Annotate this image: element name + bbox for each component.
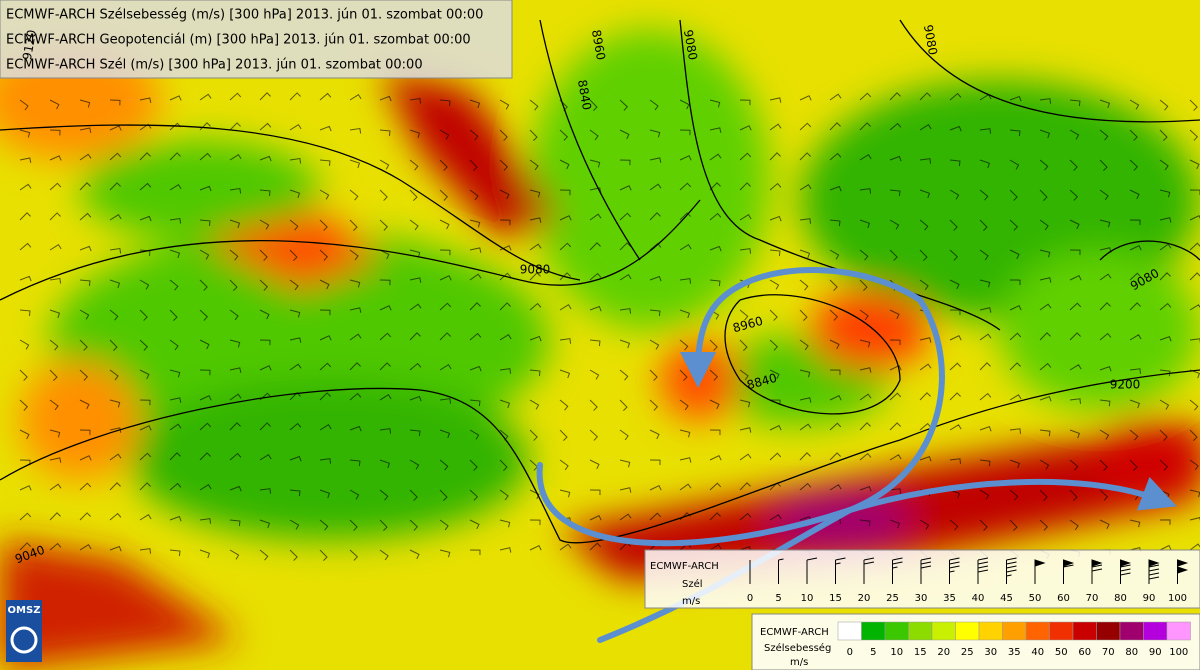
wind-legend-value: 90 bbox=[1143, 593, 1156, 604]
wind-legend-value: 100 bbox=[1168, 593, 1187, 604]
color-legend-swatch bbox=[978, 621, 1003, 641]
wind-legend-barb bbox=[1091, 559, 1103, 584]
wind-legend-value: 15 bbox=[829, 593, 842, 604]
color-legend-swatch bbox=[884, 621, 909, 641]
wind-legend-title: ECMWF-ARCH bbox=[650, 561, 719, 572]
wind-legend-value: 50 bbox=[1029, 593, 1042, 604]
color-legend-swatch bbox=[861, 621, 886, 641]
wind-legend-value: 10 bbox=[801, 593, 814, 604]
header-line: ECMWF-ARCH Szél (m/s) [300 hPa] 2013. jú… bbox=[6, 58, 423, 73]
color-legend-value: 35 bbox=[1008, 647, 1021, 658]
wind-legend-barb bbox=[835, 557, 846, 584]
header-box bbox=[0, 0, 513, 79]
color-legend-swatch bbox=[1025, 621, 1050, 641]
color-legend-swatch bbox=[1119, 621, 1144, 641]
wind-legend-barb bbox=[1006, 557, 1017, 584]
wind-legend-barb bbox=[977, 557, 989, 584]
wind-legend-value: 0 bbox=[747, 593, 753, 604]
color-legend-value: 90 bbox=[1149, 647, 1162, 658]
color-legend-value: 0 bbox=[847, 647, 853, 658]
contour-label: 9080 bbox=[520, 263, 551, 277]
wind-legend-value: 80 bbox=[1114, 593, 1127, 604]
color-legend-value: 70 bbox=[1102, 647, 1115, 658]
wind-legend-barb bbox=[863, 557, 875, 584]
color-legend-title: ECMWF-ARCH bbox=[760, 627, 829, 638]
wind-legend-value: 40 bbox=[972, 593, 985, 604]
color-legend-swatch bbox=[837, 621, 862, 641]
color-legend: 0 5 10 15 20 25 30 35 40 50 60 70 80 90 100 bbox=[837, 621, 1191, 658]
color-legend-swatch bbox=[1049, 621, 1074, 641]
contour-label: 9120 bbox=[20, 29, 39, 62]
wind-legend-label: Szél bbox=[682, 578, 703, 590]
wind-legend-value: 70 bbox=[1086, 593, 1099, 604]
color-legend-swatch bbox=[931, 621, 956, 641]
color-legend-value: 10 bbox=[890, 647, 903, 658]
wind-legend-value: 45 bbox=[1000, 593, 1013, 604]
color-legend-swatch bbox=[1002, 621, 1027, 641]
wind-legend-barb bbox=[1177, 559, 1189, 584]
wind-legend-barb bbox=[892, 557, 903, 584]
color-legend-swatch bbox=[908, 621, 933, 641]
wind-legend-value: 60 bbox=[1057, 593, 1070, 604]
contour-label: 8960 bbox=[589, 29, 608, 62]
wind-legend-value: 20 bbox=[858, 593, 871, 604]
color-legend-value: 20 bbox=[937, 647, 950, 658]
logo-text: OMSZ bbox=[8, 605, 41, 616]
wind-legend-barb bbox=[1063, 559, 1075, 584]
color-legend-swatch bbox=[1166, 621, 1191, 641]
wind-legend-barb bbox=[1148, 559, 1160, 584]
contour-label: 9200 bbox=[1110, 378, 1141, 392]
logo-icon bbox=[10, 626, 38, 654]
color-legend-value: 30 bbox=[984, 647, 997, 658]
contour-label: 9080 bbox=[681, 29, 700, 62]
color-legend-value: 100 bbox=[1169, 647, 1188, 658]
color-legend-swatch bbox=[1143, 621, 1168, 641]
color-legend-value: 15 bbox=[914, 647, 927, 658]
wind-legend-barb bbox=[778, 558, 784, 584]
wind-legend: 0 5 10 15 20 25 30 35 40 45 50 60 70 80 90 100 bbox=[747, 557, 1189, 604]
wind-legend-barb bbox=[920, 557, 932, 584]
color-legend-value: 40 bbox=[1031, 647, 1044, 658]
wind-legend-barb bbox=[1034, 559, 1046, 584]
contour-label: 8840 bbox=[575, 79, 594, 112]
color-legend-value: 25 bbox=[961, 647, 974, 658]
color-legend-unit: m/s bbox=[790, 657, 808, 668]
geopotential-contours bbox=[0, 19, 1200, 544]
wind-legend-barb bbox=[1120, 559, 1132, 584]
color-legend-swatch bbox=[1096, 621, 1121, 641]
color-legend-swatch bbox=[1072, 621, 1097, 641]
wind-legend-value: 25 bbox=[886, 593, 899, 604]
color-legend-value: 80 bbox=[1125, 647, 1138, 658]
color-legend-swatch bbox=[955, 621, 980, 641]
wind-legend-barb bbox=[949, 557, 960, 584]
contour-label: 9080 bbox=[921, 24, 940, 57]
color-legend-label: Szélsebesség bbox=[764, 642, 831, 654]
wind-legend-unit: m/s bbox=[682, 596, 700, 607]
color-legend-value: 5 bbox=[870, 647, 876, 658]
wind-legend-barb bbox=[806, 557, 818, 584]
wind-legend-value: 35 bbox=[943, 593, 956, 604]
header-line: ECMWF-ARCH Szélsebesség (m/s) [300 hPa] … bbox=[6, 8, 483, 23]
wind-legend-value: 30 bbox=[915, 593, 928, 604]
header-line: ECMWF-ARCH Geopotenciál (m) [300 hPa] 20… bbox=[6, 33, 471, 48]
wind-legend-value: 5 bbox=[775, 593, 781, 604]
color-legend-value: 50 bbox=[1055, 647, 1068, 658]
color-legend-value: 60 bbox=[1078, 647, 1091, 658]
